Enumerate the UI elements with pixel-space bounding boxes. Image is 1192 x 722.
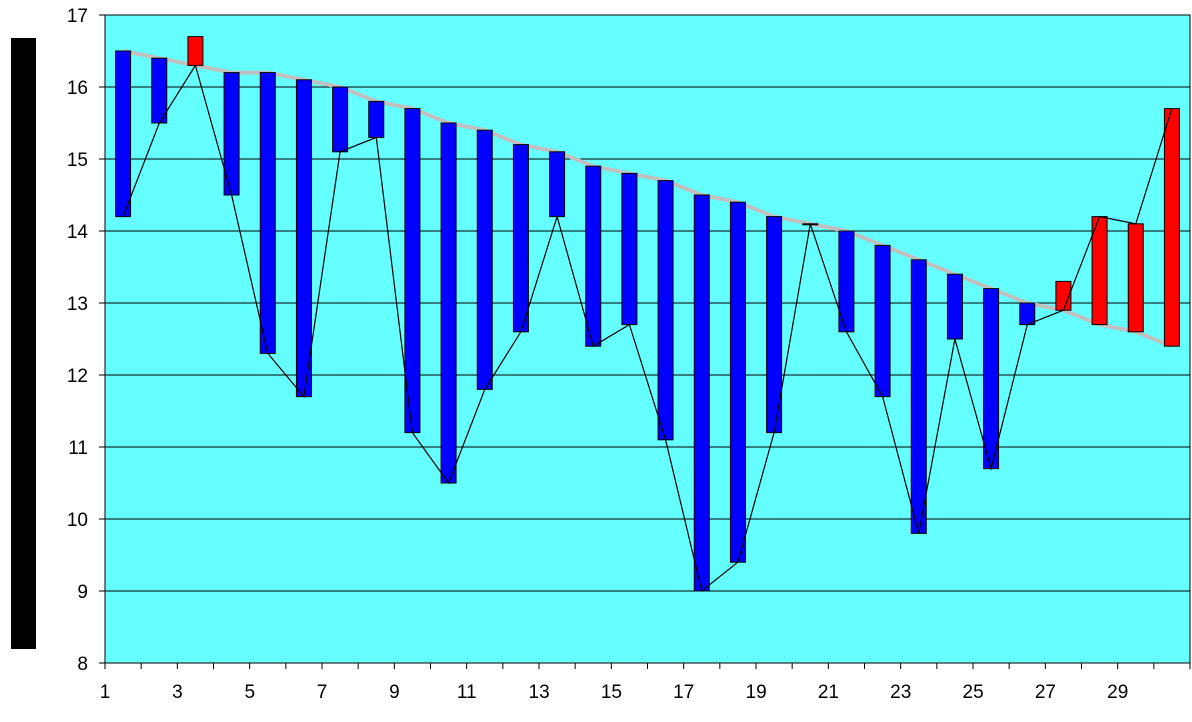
bar bbox=[476, 129, 493, 390]
bar bbox=[874, 244, 891, 398]
x-tick-label: 15 bbox=[601, 682, 622, 703]
bar bbox=[621, 172, 638, 326]
y-tick-label: 16 bbox=[67, 78, 88, 99]
y-tick-label: 9 bbox=[77, 582, 88, 603]
y-tick-label: 10 bbox=[67, 510, 88, 531]
bar bbox=[657, 180, 674, 441]
bar bbox=[115, 50, 132, 218]
x-tick-label: 19 bbox=[746, 682, 767, 703]
x-tick-label: 21 bbox=[818, 682, 839, 703]
x-tick-label: 17 bbox=[673, 682, 694, 703]
bar bbox=[368, 100, 385, 138]
x-axis: 1 3 5 7 9 11 13 15 17 19 21 23 25 27 29 bbox=[100, 663, 1191, 703]
x-tick-label: 1 bbox=[100, 682, 111, 703]
bar bbox=[151, 57, 168, 124]
bar bbox=[187, 36, 204, 66]
bar bbox=[440, 122, 457, 484]
y-tick-label: 11 bbox=[68, 438, 88, 459]
plot-area bbox=[104, 14, 1191, 664]
left-black-band bbox=[11, 38, 36, 649]
y-tick-label: 12 bbox=[67, 366, 88, 387]
bar bbox=[910, 259, 927, 534]
x-tick-label: 23 bbox=[890, 682, 911, 703]
bar bbox=[983, 288, 1000, 470]
x-tick-label: 5 bbox=[244, 682, 255, 703]
bar bbox=[585, 165, 602, 347]
x-tick-label: 9 bbox=[389, 682, 400, 703]
bar bbox=[1163, 108, 1180, 347]
bar bbox=[1127, 223, 1144, 333]
bar bbox=[729, 201, 746, 563]
bar bbox=[295, 79, 312, 398]
y-tick-label: 14 bbox=[67, 222, 89, 243]
y-tick-label: 8 bbox=[77, 654, 88, 675]
x-tick-label: 3 bbox=[172, 682, 183, 703]
x-tick-label: 13 bbox=[529, 682, 550, 703]
y-axis: 8 9 10 11 12 13 14 15 16 17 bbox=[67, 6, 105, 675]
black-line bbox=[122, 63, 1173, 593]
bar bbox=[259, 72, 276, 354]
y-tick-label: 17 bbox=[67, 6, 88, 27]
bar bbox=[549, 151, 566, 218]
bar bbox=[693, 194, 710, 592]
x-tick-label: 29 bbox=[1107, 682, 1128, 703]
bar bbox=[512, 144, 529, 333]
bar bbox=[404, 108, 421, 434]
x-tick-label: 11 bbox=[457, 682, 477, 703]
bar bbox=[1019, 302, 1036, 326]
x-tick-label: 7 bbox=[317, 682, 328, 703]
gridlines bbox=[105, 14, 1190, 592]
bar bbox=[946, 273, 963, 340]
y-tick-label: 15 bbox=[67, 150, 88, 171]
black-line-series bbox=[122, 63, 1173, 593]
bar bbox=[1091, 216, 1108, 326]
bar bbox=[332, 86, 349, 153]
y-tick-label: 13 bbox=[67, 294, 88, 315]
x-tick-label: 27 bbox=[1035, 682, 1056, 703]
x-tick-label: 25 bbox=[963, 682, 984, 703]
bar-series bbox=[115, 36, 1180, 592]
